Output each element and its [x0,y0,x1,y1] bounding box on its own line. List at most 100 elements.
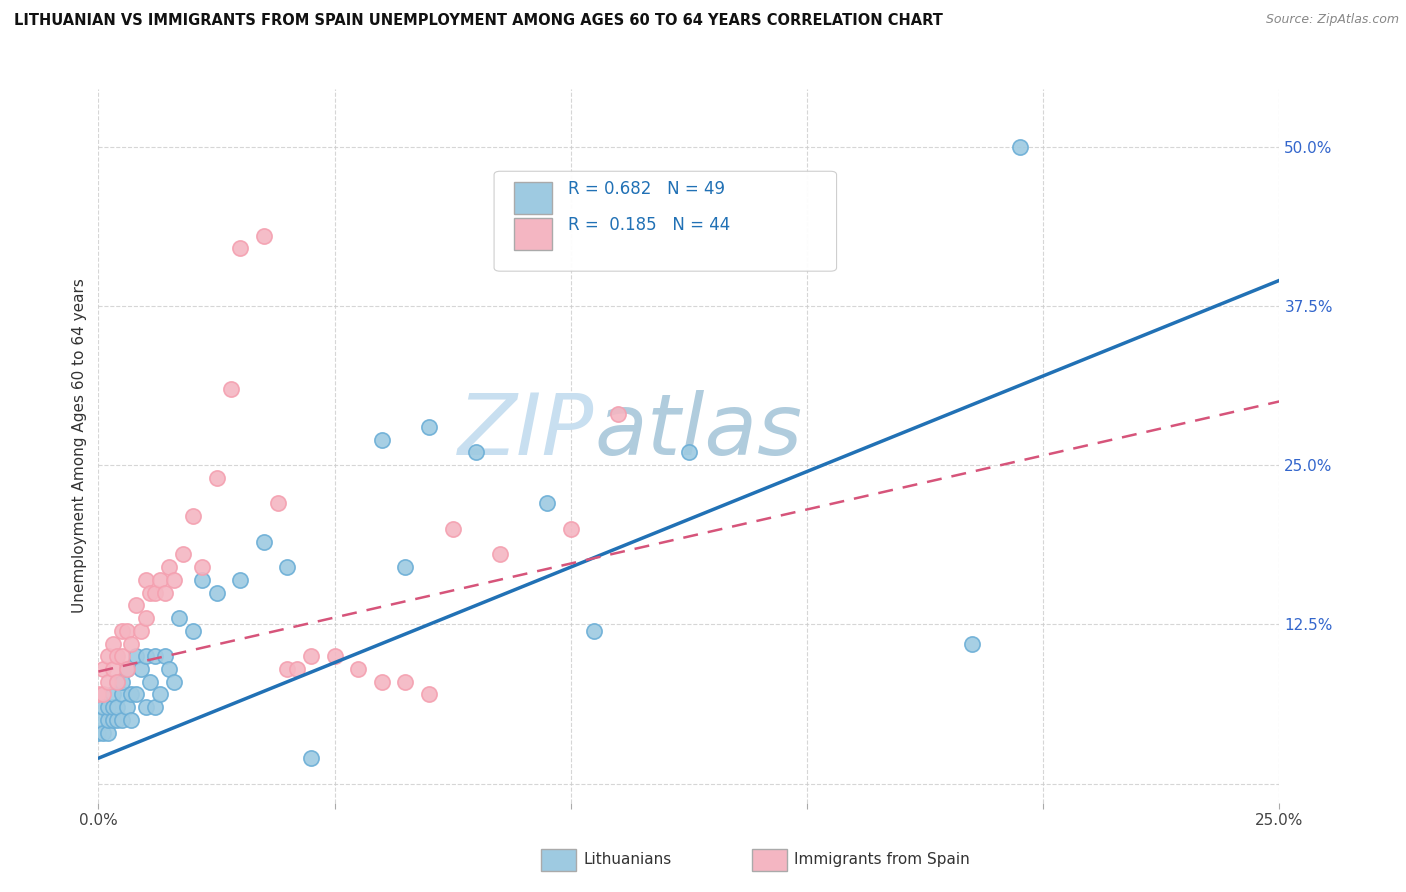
FancyBboxPatch shape [515,182,553,214]
Point [418,420,440,434]
Text: R =  0.185   N = 44: R = 0.185 N = 44 [568,216,731,234]
Point [167,611,190,625]
Point [394,674,416,689]
Point [87,713,110,727]
Point [97,649,120,664]
Point [181,624,204,638]
Point [135,611,157,625]
Point [219,382,242,396]
Point [323,649,346,664]
Text: Immigrants from Spain: Immigrants from Spain [794,853,970,867]
Point [143,585,166,599]
Point [115,662,138,676]
Point [678,445,700,459]
Point [101,636,124,650]
Point [157,560,180,574]
Point [489,547,512,561]
Point [157,662,180,676]
Point [101,662,124,676]
Point [299,751,322,765]
Point [91,688,114,702]
Point [143,649,166,664]
Text: ZIP: ZIP [458,390,595,474]
Point [163,573,186,587]
Point [143,700,166,714]
Point [115,624,138,638]
Point [205,471,228,485]
Text: Lithuanians: Lithuanians [583,853,672,867]
Point [149,688,172,702]
Point [583,624,606,638]
Point [172,547,194,561]
Point [135,649,157,664]
Point [465,445,488,459]
Point [394,560,416,574]
FancyBboxPatch shape [515,218,553,250]
Point [97,674,120,689]
Point [101,700,124,714]
Y-axis label: Unemployment Among Ages 60 to 64 years: Unemployment Among Ages 60 to 64 years [72,278,87,614]
Point [125,599,148,613]
Point [276,560,298,574]
Point [129,624,152,638]
Point [121,688,143,702]
Point [285,662,308,676]
Point [191,560,214,574]
Text: R = 0.682   N = 49: R = 0.682 N = 49 [568,180,725,198]
Point [105,674,128,689]
Point [91,725,114,739]
Point [1008,139,1031,153]
Point [111,713,134,727]
Point [111,649,134,664]
Point [101,688,124,702]
Point [135,700,157,714]
Point [97,700,120,714]
Point [607,407,630,421]
Point [111,688,134,702]
Point [191,573,214,587]
Point [111,674,134,689]
Point [91,662,114,676]
Point [560,522,582,536]
Point [111,624,134,638]
Text: atlas: atlas [595,390,803,474]
Point [97,713,120,727]
Point [87,688,110,702]
Point [121,713,143,727]
Point [299,649,322,664]
Point [105,674,128,689]
Point [129,662,152,676]
Point [135,573,157,587]
Text: Source: ZipAtlas.com: Source: ZipAtlas.com [1265,13,1399,27]
Point [371,674,394,689]
Point [105,713,128,727]
Point [139,674,162,689]
FancyBboxPatch shape [494,171,837,271]
Point [125,688,148,702]
Point [229,573,252,587]
Point [149,573,172,587]
Point [253,228,276,243]
Point [276,662,298,676]
Point [205,585,228,599]
Point [181,509,204,524]
Point [115,662,138,676]
Point [139,585,162,599]
Point [347,662,370,676]
Point [536,496,558,510]
Point [87,725,110,739]
Point [153,649,176,664]
Point [105,700,128,714]
Point [97,725,120,739]
Point [115,700,138,714]
Text: LITHUANIAN VS IMMIGRANTS FROM SPAIN UNEMPLOYMENT AMONG AGES 60 TO 64 YEARS CORRE: LITHUANIAN VS IMMIGRANTS FROM SPAIN UNEM… [14,13,943,29]
Point [153,585,176,599]
Point [962,636,984,650]
Point [229,242,252,256]
Point [163,674,186,689]
Point [253,534,276,549]
Point [371,433,394,447]
Point [105,649,128,664]
Point [441,522,464,536]
Point [91,700,114,714]
